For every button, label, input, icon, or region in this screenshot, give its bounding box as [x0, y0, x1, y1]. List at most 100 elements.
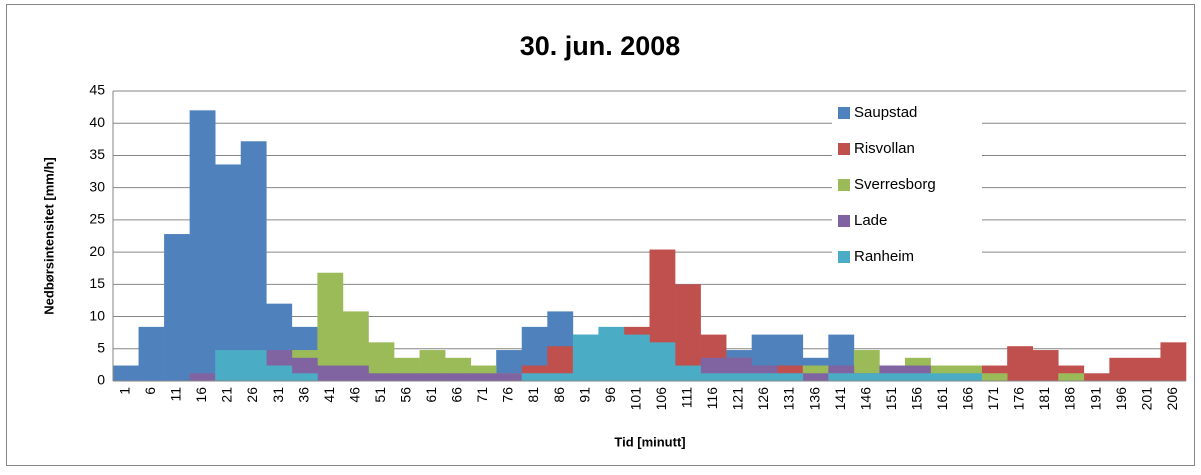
- y-tick-label: 30: [89, 178, 105, 194]
- x-axis-title: Tid [minutt]: [614, 434, 685, 449]
- y-tick-label: 15: [89, 275, 105, 291]
- bar: [164, 234, 190, 381]
- bar: [189, 110, 216, 381]
- x-tick-label: 61: [423, 387, 439, 403]
- bar: [1058, 373, 1085, 381]
- bar: [675, 365, 701, 381]
- x-tick-label: 166: [960, 387, 976, 411]
- bar: [598, 326, 625, 381]
- legend-label: Sverresborg: [854, 176, 936, 193]
- bar: [496, 373, 523, 381]
- chart-title: 30. jun. 2008: [520, 31, 681, 61]
- x-tick-label: 101: [627, 387, 643, 411]
- x-tick-label: 156: [908, 387, 924, 411]
- legend-label: Ranheim: [854, 248, 914, 265]
- legend-swatch: [838, 215, 850, 227]
- x-tick-label: 1: [116, 387, 132, 395]
- x-tick-label: 21: [219, 387, 235, 403]
- x-tick-label: 106: [653, 387, 669, 411]
- legend-swatch: [838, 107, 850, 119]
- bar: [649, 342, 676, 381]
- bar: [1032, 350, 1059, 381]
- bar: [675, 284, 701, 381]
- bar: [189, 373, 216, 381]
- x-tick-label: 126: [755, 387, 771, 411]
- bar: [266, 365, 293, 381]
- bar: [1134, 357, 1161, 381]
- x-tick-label: 181: [1036, 387, 1052, 411]
- x-tick-label: 81: [525, 387, 541, 403]
- y-tick-label: 20: [89, 243, 105, 259]
- bar: [291, 373, 318, 381]
- bar: [956, 373, 982, 381]
- legend-swatch: [838, 251, 850, 263]
- x-tick-label: 26: [244, 387, 260, 403]
- y-tick-label: 0: [97, 372, 105, 388]
- x-tick-label: 111: [679, 387, 695, 408]
- y-tick-label: 35: [89, 146, 105, 162]
- bar: [394, 373, 420, 381]
- legend-box: [832, 97, 982, 279]
- y-tick-label: 5: [97, 339, 105, 355]
- x-tick-label: 161: [934, 387, 950, 411]
- bar: [1083, 373, 1110, 381]
- x-tick-label: 201: [1138, 387, 1154, 411]
- x-tick-label: 91: [576, 387, 592, 403]
- legend-label: Saupstad: [854, 104, 917, 121]
- bar: [828, 373, 855, 381]
- bar: [1007, 346, 1034, 381]
- bar: [368, 373, 395, 381]
- bar: [802, 373, 829, 381]
- bar: [853, 373, 880, 381]
- bar: [419, 373, 446, 381]
- x-tick-label: 196: [1113, 387, 1129, 411]
- x-tick-label: 131: [781, 387, 797, 411]
- bar: [215, 164, 242, 381]
- bar: [317, 365, 344, 381]
- x-tick-label: 56: [398, 387, 414, 403]
- x-tick-label: 6: [142, 387, 158, 395]
- bar: [904, 373, 931, 381]
- x-tick-label: 186: [1062, 387, 1078, 411]
- x-tick-label: 31: [270, 387, 286, 403]
- y-tick-label: 40: [89, 114, 105, 130]
- x-tick-label: 121: [730, 387, 746, 411]
- x-tick-label: 76: [500, 387, 516, 403]
- x-tick-label: 71: [474, 387, 490, 403]
- x-tick-label: 86: [551, 387, 567, 403]
- bar: [470, 373, 497, 381]
- x-tick-label: 51: [372, 387, 388, 403]
- bar: [317, 272, 344, 381]
- bar: [623, 334, 650, 381]
- bar: [445, 373, 471, 381]
- y-tick-label: 45: [89, 82, 105, 98]
- x-tick-label: 116: [704, 387, 720, 410]
- bar: [930, 373, 957, 381]
- x-tick-label: 136: [806, 387, 822, 411]
- x-tick-label: 151: [883, 387, 899, 411]
- x-tick-label: 141: [832, 387, 848, 411]
- x-tick-label: 16: [193, 387, 209, 403]
- x-tick-label: 11: [168, 387, 184, 402]
- bar: [342, 365, 369, 381]
- bar: [1160, 342, 1187, 381]
- bar: [751, 373, 778, 381]
- y-tick-label: 25: [89, 211, 105, 227]
- x-tick-label: 176: [1011, 387, 1027, 411]
- x-tick-label: 191: [1087, 387, 1103, 411]
- legend-swatch: [838, 143, 850, 155]
- x-tick-label: 46: [346, 387, 362, 403]
- x-tick-label: 146: [857, 387, 873, 411]
- y-tick-label: 10: [89, 307, 105, 323]
- legend-label: Risvollan: [854, 140, 915, 157]
- bar: [572, 334, 599, 381]
- bar: [215, 350, 242, 381]
- bar: [240, 350, 267, 381]
- legend-swatch: [838, 179, 850, 191]
- bar: [981, 373, 1008, 381]
- x-tick-label: 41: [321, 387, 337, 403]
- legend-label: Lade: [854, 212, 887, 229]
- bar: [521, 373, 548, 381]
- bar: [547, 373, 574, 381]
